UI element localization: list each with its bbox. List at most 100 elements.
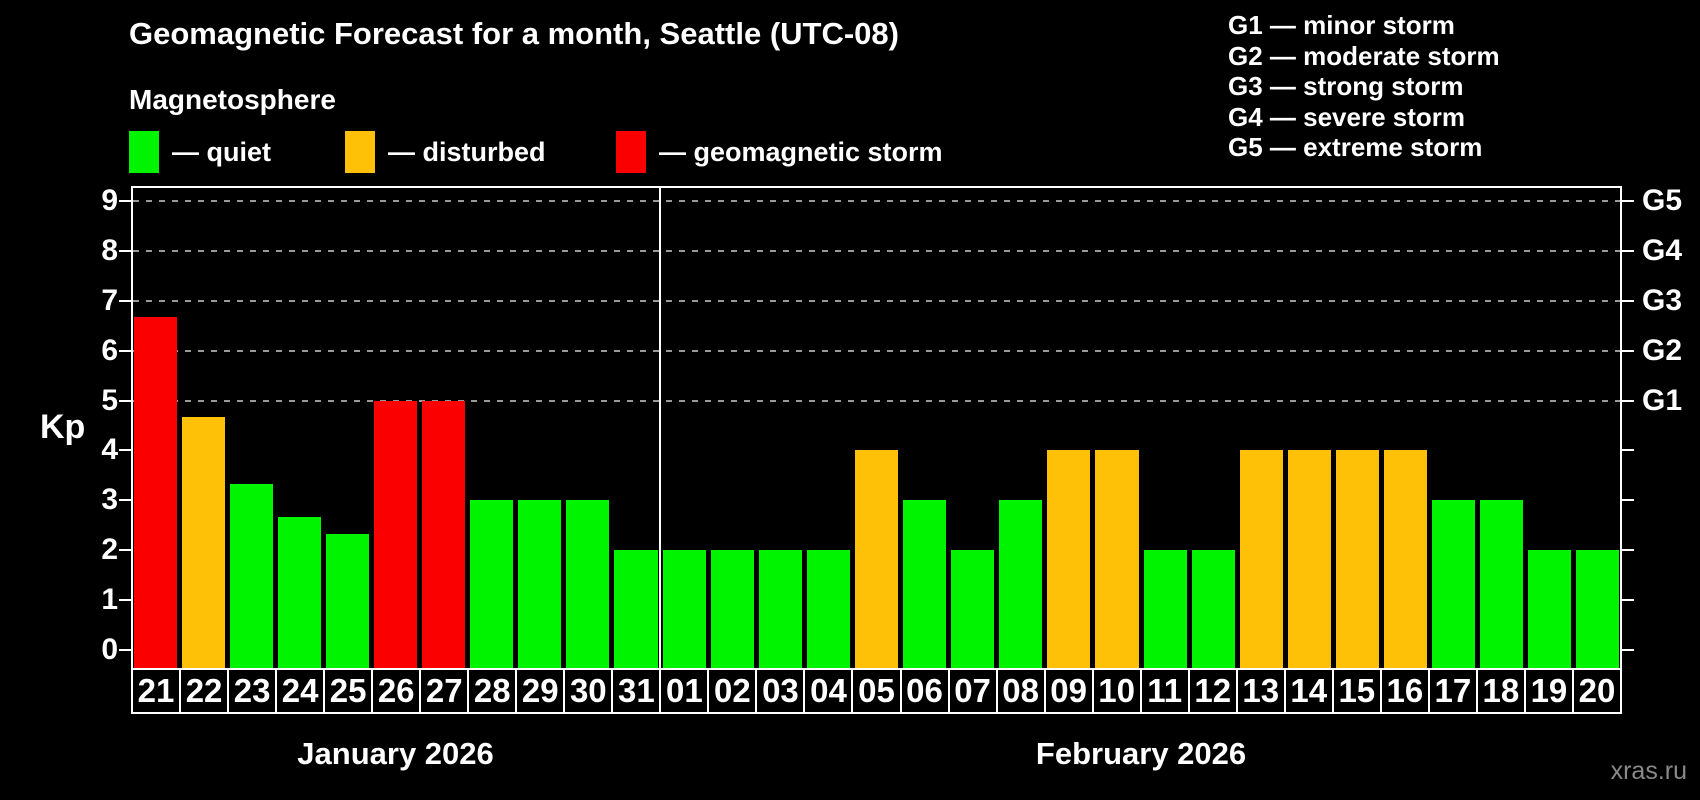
y-tick-label-2: 2 [101, 533, 118, 567]
kp-bar-05 [854, 450, 899, 668]
chart-subtitle: Magnetosphere [129, 84, 336, 115]
left-tick-4 [119, 449, 131, 452]
right-tick-4 [1622, 449, 1634, 452]
kp-bar-12 [1191, 550, 1235, 668]
day-label-18: 18 [1475, 668, 1526, 714]
right-tick-3 [1622, 499, 1634, 502]
y-tick-label-6: 6 [101, 333, 118, 367]
kp-bar-02 [710, 550, 754, 668]
kp-bar-29 [518, 500, 562, 668]
kp-bar-10 [1095, 450, 1139, 668]
watermark: xras.ru [1610, 757, 1687, 785]
right-axis-label-G5: G5 [1642, 183, 1683, 217]
y-tick-label-8: 8 [101, 233, 118, 267]
g-scale-legend: G1 — minor storm G2 — moderate storm G3 — … [1228, 10, 1500, 163]
day-label-24: 24 [275, 668, 326, 714]
kp-bar-16 [1384, 450, 1428, 668]
day-label-26: 26 [371, 668, 422, 714]
y-axis-label: Kp [40, 408, 86, 446]
kp-bar-08 [999, 500, 1043, 668]
gridline-kp6 [133, 349, 1620, 352]
left-tick-1 [119, 599, 131, 602]
legend-item-quiet: — quiet [129, 131, 271, 173]
right-tick-6 [1622, 349, 1634, 352]
right-tick-5 [1622, 399, 1634, 402]
day-label-21: 21 [131, 668, 182, 714]
left-tick-3 [119, 499, 131, 502]
g-legend-line-G4: G4 — severe storm [1228, 101, 1466, 132]
g-legend-line-G5: G5 — extreme storm [1228, 132, 1483, 163]
legend-item-storm: — geomagnetic storm [616, 131, 943, 173]
x-axis-day-row: 21 22 23 24 25 26 27 28 29 30 31 01 02 03 04 05 06 07 08 09… [131, 668, 1622, 714]
day-label-14: 14 [1283, 668, 1334, 714]
day-label-07: 07 [947, 668, 998, 714]
day-label-29: 29 [515, 668, 566, 714]
kp-bar-24 [277, 516, 321, 668]
kp-bar-20 [1576, 550, 1620, 668]
kp-bar-09 [1047, 450, 1091, 668]
y-tick-label-5: 5 [101, 383, 118, 417]
day-label-22: 22 [179, 668, 230, 714]
quiet-swatch [129, 131, 159, 173]
legend-label-quiet: — quiet [172, 136, 271, 167]
y-tick-label-0: 0 [101, 633, 118, 666]
day-label-31: 31 [611, 668, 662, 714]
day-label-02: 02 [707, 668, 758, 714]
right-tick-1 [1622, 599, 1634, 602]
y-tick-label-4: 4 [101, 433, 118, 467]
day-label-08: 08 [995, 668, 1046, 714]
kp-bar-15 [1335, 450, 1379, 668]
month-separator [659, 186, 662, 668]
day-label-17: 17 [1427, 668, 1478, 714]
legend-label-disturbed: — disturbed [388, 136, 546, 167]
right-axis-label-G3: G3 [1642, 283, 1683, 317]
kp-bar-17 [1432, 500, 1476, 668]
kp-bar-11 [1143, 550, 1187, 668]
kp-bar-18 [1480, 500, 1524, 668]
kp-bar-13 [1239, 450, 1283, 668]
y-tick-label-1: 1 [101, 583, 118, 617]
legend-label-storm: — geomagnetic storm [659, 136, 943, 167]
day-label-06: 06 [899, 668, 950, 714]
chart-title: Geomagnetic Forecast for a month, Seattl… [129, 16, 899, 51]
day-label-05: 05 [851, 668, 902, 714]
kp-bar-06 [903, 500, 947, 668]
day-label-13: 13 [1235, 668, 1286, 714]
legend-item-disturbed: — disturbed [345, 131, 546, 173]
kp-bar-19 [1528, 550, 1572, 668]
month-label-0: January 2026 [297, 736, 494, 771]
month-label-1: February 2026 [1035, 736, 1247, 771]
gridline-kp8 [133, 249, 1620, 252]
kp-bar-25 [325, 533, 369, 668]
kp-bar-27 [422, 400, 466, 668]
storm-swatch [616, 131, 646, 173]
right-tick-0 [1622, 649, 1634, 651]
right-tick-8 [1622, 249, 1634, 252]
day-label-03: 03 [755, 668, 806, 714]
day-label-20: 20 [1571, 668, 1622, 714]
kp-bar-23 [229, 483, 273, 668]
kp-bar-31 [614, 550, 658, 668]
gridline-kp9 [133, 199, 1620, 202]
kp-bar-21 [133, 317, 177, 668]
left-tick-7 [119, 299, 131, 302]
right-tick-7 [1622, 299, 1634, 302]
day-label-15: 15 [1331, 668, 1382, 714]
right-axis-label-G1: G1 [1642, 383, 1683, 417]
kp-bar-22 [181, 416, 225, 668]
y-tick-label-7: 7 [101, 283, 118, 317]
kp-bar-14 [1287, 450, 1331, 668]
gridline-kp5 [133, 399, 1620, 402]
left-tick-5 [119, 399, 131, 402]
gridline-kp7 [133, 299, 1620, 302]
y-tick-label-3: 3 [101, 483, 118, 517]
left-tick-0 [119, 649, 131, 651]
y-tick-label-9: 9 [101, 183, 118, 217]
right-tick-9 [1622, 199, 1634, 202]
plot-area [131, 186, 1622, 668]
kp-bar-28 [470, 500, 514, 668]
g-legend-line-G3: G3 — strong storm [1228, 71, 1464, 102]
day-label-04: 04 [803, 668, 854, 714]
day-label-09: 09 [1043, 668, 1094, 714]
